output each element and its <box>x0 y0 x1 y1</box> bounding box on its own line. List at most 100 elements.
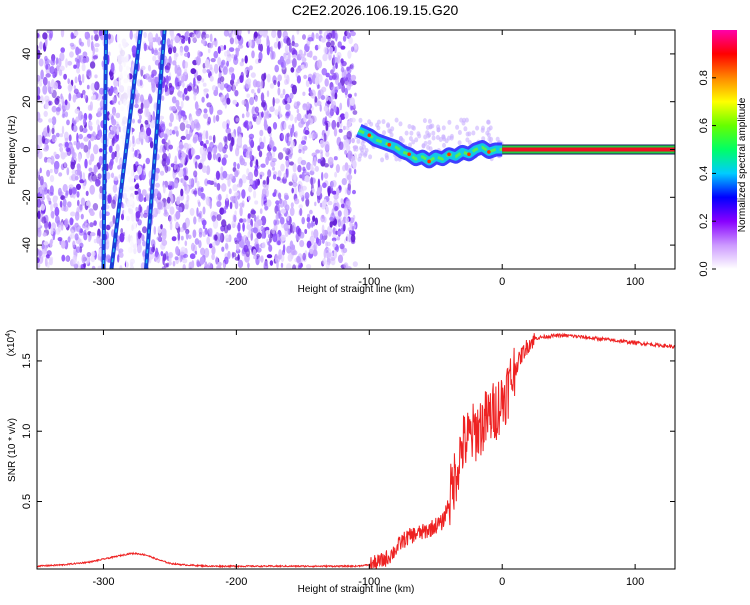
spectrogram-noise-cell <box>267 234 271 239</box>
spectrogram-noise-cell <box>175 210 181 220</box>
spectrogram-noise-cell <box>304 229 308 234</box>
spectrogram-noise-cell <box>200 247 206 256</box>
spectrogram-noise-cell <box>72 240 76 248</box>
spectrogram-noise-cell <box>182 93 185 101</box>
spectrogram-noise-cell <box>198 162 203 170</box>
spectrogram-noise-cell <box>49 168 53 174</box>
spectrogram-noise-cell <box>142 240 146 247</box>
spectrogram-noise-cell <box>286 245 292 254</box>
spectrogram-noise-cell <box>160 224 163 230</box>
spectrogram-noise-cell <box>196 207 199 217</box>
snr-background <box>37 330 675 569</box>
colorbar: 0.0 0.2 0.4 0.6 0.8 Normalized spectral ampl… <box>698 30 748 277</box>
spectrogram-noise-cell <box>139 131 146 139</box>
spectrogram-noise-cell <box>290 140 295 149</box>
spectrogram-noise-cell <box>340 203 345 209</box>
spectrogram-noise-cell <box>279 199 285 208</box>
spectrogram-noise-cell <box>200 192 205 199</box>
spectrogram-noise-cell <box>350 117 356 123</box>
spectrogram-noise-cell <box>92 203 99 211</box>
spectrogram-noise-cell <box>346 174 353 181</box>
spectrogram-noise-cell <box>329 46 334 53</box>
spectrogram-noise-cell <box>287 153 293 159</box>
spectrogram-noise-cell <box>217 57 222 66</box>
spectrogram-noise-cell <box>134 103 139 109</box>
spectrogram-noise-cell <box>185 230 189 240</box>
spectrogram-noise-cell <box>174 256 179 261</box>
spectrogram-signal-haze <box>360 150 365 156</box>
spectrogram-noise-cell <box>46 169 51 177</box>
spectrogram-noise-cell <box>51 105 57 113</box>
spectrogram-noise-cell <box>280 234 286 242</box>
spectrogram-noise-cell <box>82 89 86 95</box>
spectrogram-noise-cell <box>214 182 217 187</box>
spectrogram-noise-cell <box>75 246 81 253</box>
spectrogram-noise-cell <box>182 264 186 269</box>
spectrogram-noise-cell <box>213 63 219 74</box>
spectrogram-noise-cell <box>169 30 174 37</box>
spectrogram-noise-cell <box>291 47 296 55</box>
spectrogram-noise-cell <box>44 39 48 48</box>
spectrogram-noise-cell <box>316 59 323 69</box>
spectrogram-noise-cell <box>85 255 89 265</box>
spectrogram-noise-cell <box>43 156 48 163</box>
spectrogram-noise-cell <box>248 65 253 71</box>
spectrogram-noise-cell <box>43 241 49 246</box>
spectrogram-noise-cell <box>37 257 40 263</box>
spectrogram-noise-cell <box>305 198 310 207</box>
spectrogram-noise-cell <box>161 228 167 236</box>
spectrogram-noise-cell <box>272 166 275 171</box>
spectrogram-noise-cell <box>169 112 174 123</box>
spectrogram-noise-cell <box>147 76 152 83</box>
spectrogram-noise-cell <box>161 138 166 145</box>
spectrogram-noise-cell <box>344 162 349 171</box>
spectrogram-noise-cell <box>73 263 79 269</box>
spectrogram-noise-cell <box>272 146 277 152</box>
spectrogram-noise-cell <box>96 119 100 126</box>
spectrogram-noise-cell <box>346 186 351 196</box>
spectrogram-noise-cell <box>311 230 314 237</box>
spectrogram-noise-cell <box>150 239 156 247</box>
spectrogram-signal-haze <box>368 154 373 160</box>
spectrogram-signal-haze <box>354 146 359 152</box>
spectrogram-noise-cell <box>149 140 154 149</box>
spectrogram-noise-cell <box>274 64 280 73</box>
spectrogram-noise-cell <box>98 129 103 138</box>
spectrogram-noise-cell <box>286 37 291 46</box>
spectrogram-noise-cell <box>338 128 343 133</box>
spectrogram-noise-cell <box>148 246 154 255</box>
spectrogram-noise-cell <box>115 144 120 153</box>
spectrogram-noise-cell <box>226 49 230 55</box>
spectrogram-noise-cell <box>257 226 263 231</box>
spectrogram-noise-cell <box>282 30 288 39</box>
spectrogram-noise-cell <box>217 46 221 54</box>
spectrogram-noise-cell <box>287 97 291 103</box>
spectrogram-noise-cell <box>330 89 336 96</box>
spectrogram-noise-cell <box>286 263 292 269</box>
spectrogram-noise-cell <box>282 147 288 152</box>
spectrogram-noise-cell <box>157 190 161 198</box>
spectrogram-noise-cell <box>119 252 124 258</box>
spectrogram-noise-cell <box>319 202 323 208</box>
spectrogram-noise-cell <box>244 68 248 76</box>
spectrogram-noise-cell <box>248 123 252 130</box>
spectrogram-noise-cell <box>322 229 325 237</box>
spectrogram-noise-cell <box>323 172 329 179</box>
spectrogram-noise-cell <box>276 36 279 43</box>
spectrogram-noise-cell <box>208 42 214 49</box>
spectrogram-noise-cell <box>300 140 307 146</box>
spectrogram-noise-cell <box>254 241 259 250</box>
spectrogram-noise-cell <box>273 219 277 226</box>
spectrogram-noise-cell <box>258 58 262 64</box>
spectrogram-noise-cell <box>166 131 171 136</box>
spectrogram-y-axis-label: Frequency (Hz) <box>7 116 18 185</box>
spectrogram-noise-cell <box>155 182 160 188</box>
spectrogram-noise-cell <box>289 161 294 166</box>
spectrogram-noise-cell <box>305 121 309 128</box>
spectrogram-noise-cell <box>48 100 53 106</box>
spectrogram-noise-cell <box>291 84 297 95</box>
spectrogram-noise-cell <box>119 265 123 269</box>
spectrogram-noise-cell <box>275 213 279 222</box>
snr-y-multiplier-exponent: 4 <box>5 333 12 337</box>
spectrogram-signal-haze <box>455 124 460 130</box>
